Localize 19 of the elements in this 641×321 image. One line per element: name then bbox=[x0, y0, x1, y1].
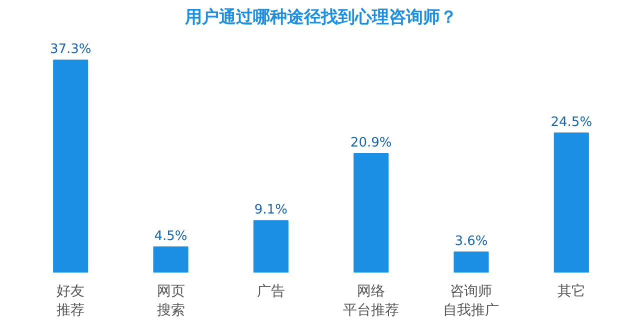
data-label: 4.5% bbox=[154, 228, 188, 244]
data-label: 3.6% bbox=[454, 234, 488, 249]
data-label: 37.3% bbox=[50, 42, 92, 58]
bar bbox=[554, 132, 589, 272]
x-tick-label: 网页搜索 bbox=[156, 284, 185, 319]
x-tick-label: 网络平台推荐 bbox=[343, 284, 400, 319]
data-label: 20.9% bbox=[350, 135, 392, 150]
bar bbox=[454, 252, 489, 272]
x-tick-label: 广告 bbox=[256, 284, 285, 300]
bar bbox=[354, 152, 389, 272]
x-tick-label: 咨询师自我推广 bbox=[443, 284, 500, 319]
chart-title: 用户通过哪种途径找到心理咨询师？ bbox=[184, 8, 457, 28]
data-label: 24.5% bbox=[550, 114, 592, 130]
data-label: 9.1% bbox=[254, 202, 288, 218]
bar bbox=[153, 246, 188, 272]
bar bbox=[253, 220, 288, 272]
x-tick-label: 其它 bbox=[557, 284, 586, 300]
bar bbox=[53, 60, 88, 272]
x-tick-label: 好友推荐 bbox=[56, 284, 85, 319]
